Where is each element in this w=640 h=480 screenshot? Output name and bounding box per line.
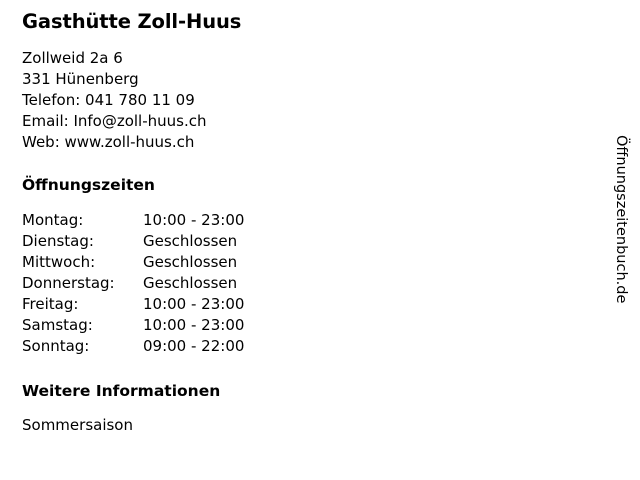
hours-day-value: 10:00 - 23:00 [143,211,245,229]
contact-street: Zollweid 2a 6 [22,49,123,67]
hours-day-label: Sonntag: [22,337,90,355]
hours-day-value: 10:00 - 23:00 [143,295,245,313]
hours-day-value: Geschlossen [143,274,238,292]
hours-day-label: Mittwoch: [22,253,96,271]
hours-day-value: 10:00 - 23:00 [143,316,245,334]
contact-email: Email: Info@zoll-huus.ch [22,112,207,130]
hours-day-label: Samstag: [22,316,93,334]
table-row: Samstag: 10:00 - 23:00 [22,315,244,336]
table-row: Donnerstag: Geschlossen [22,273,244,294]
hours-day-label: Freitag: [22,295,79,313]
opening-hours-table-body: Montag: 10:00 - 23:00 Dienstag: Geschlos… [22,210,244,357]
hours-day-value: Geschlossen [143,232,238,250]
contact-web: Web: www.zoll-huus.ch [22,133,195,151]
opening-hours-heading: Öffnungszeiten [22,176,155,194]
hours-day-label: Donnerstag: [22,274,115,292]
hours-day-value: 09:00 - 22:00 [143,337,245,355]
table-row: Montag: 10:00 - 23:00 [22,210,244,231]
contact-phone: Telefon: 041 780 11 09 [22,91,195,109]
hours-day-label: Dienstag: [22,232,94,250]
page-title: Gasthütte Zoll-Huus [22,10,242,33]
opening-hours-table: Montag: 10:00 - 23:00 Dienstag: Geschlos… [22,210,244,357]
business-info-card: Gasthütte Zoll-Huus Zollweid 2a 6 331 Hü… [22,10,582,436]
table-row: Freitag: 10:00 - 23:00 [22,294,244,315]
table-row: Mittwoch: Geschlossen [22,252,244,273]
hours-day-label: Montag: [22,211,84,229]
contact-city: 331 Hünenberg [22,70,139,88]
watermark-label: Öffnungszeitenbuch.de [613,135,629,304]
contact-block: Zollweid 2a 6 331 Hünenberg Telefon: 041… [22,48,582,153]
hours-day-value: Geschlossen [143,253,238,271]
watermark: Öffnungszeitenbuch.de [612,135,634,345]
table-row: Dienstag: Geschlossen [22,231,244,252]
table-row: Sonntag: 09:00 - 22:00 [22,336,244,357]
more-information-heading: Weitere Informationen [22,382,221,400]
more-information-text: Sommersaison [22,416,133,434]
